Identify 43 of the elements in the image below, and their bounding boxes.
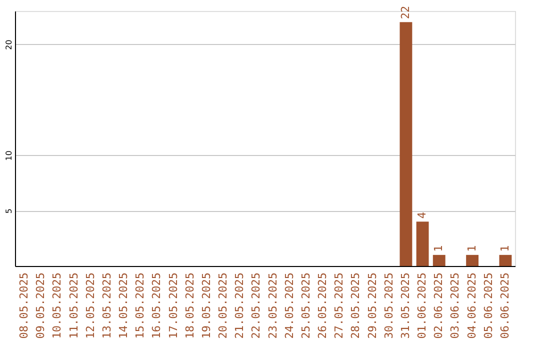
x-tick-label: 10.05.2025 bbox=[50, 272, 64, 339]
x-tick-label: 14.05.2025 bbox=[117, 272, 130, 339]
data-label: 1 bbox=[432, 245, 446, 252]
x-tick-label: 25.05.2025 bbox=[299, 272, 312, 339]
y-tick-label: 20 bbox=[4, 40, 14, 50]
y-tick-label: 5 bbox=[4, 208, 14, 214]
x-tick-label: 03.06.2025 bbox=[448, 272, 462, 339]
x-tick-label: 17.05.2025 bbox=[166, 272, 180, 339]
bar bbox=[416, 222, 429, 266]
bar bbox=[499, 254, 512, 266]
x-tick-label: 16.05.2025 bbox=[150, 272, 164, 339]
data-label: 22 bbox=[398, 6, 412, 20]
data-label: 4 bbox=[416, 212, 429, 219]
x-tick-label: 05.06.2025 bbox=[482, 272, 495, 339]
bar bbox=[432, 254, 446, 266]
x-tick-label: 06.06.2025 bbox=[498, 272, 512, 339]
bar bbox=[400, 22, 412, 266]
bar bbox=[466, 254, 479, 266]
x-tick-label: 18.05.2025 bbox=[183, 272, 196, 339]
x-tick-label: 28.05.2025 bbox=[349, 272, 362, 339]
x-tick-label: 04.06.2025 bbox=[465, 272, 478, 339]
x-tick-label: 11.05.2025 bbox=[67, 272, 80, 339]
data-label: 1 bbox=[498, 245, 512, 252]
x-tick-label: 01.06.2025 bbox=[416, 272, 429, 339]
x-tick-label: 08.05.2025 bbox=[18, 272, 31, 339]
data-label: 1 bbox=[465, 245, 478, 252]
x-tick-label: 19.05.2025 bbox=[200, 272, 213, 339]
x-tick-label: 20.05.2025 bbox=[216, 272, 230, 339]
x-tick-label: 31.05.2025 bbox=[398, 272, 412, 339]
x-tick-label: 13.05.2025 bbox=[100, 272, 114, 339]
x-tick-label: 12.05.2025 bbox=[84, 272, 97, 339]
x-tick-label: 24.05.2025 bbox=[282, 272, 296, 339]
x-tick-label: 23.05.2025 bbox=[266, 272, 280, 339]
x-tick-label: 26.05.2025 bbox=[316, 272, 330, 339]
x-tick-label: 09.05.2025 bbox=[34, 272, 48, 339]
x-tick-label: 15.05.2025 bbox=[134, 272, 147, 339]
x-tick-label: 30.05.2025 bbox=[382, 272, 396, 339]
x-tick-label: 21.05.2025 bbox=[233, 272, 246, 339]
x-tick-label: 02.06.2025 bbox=[432, 272, 446, 339]
x-tick-label: 29.05.2025 bbox=[366, 272, 379, 339]
x-tick-label: 27.05.2025 bbox=[332, 272, 346, 339]
y-tick-label: 10 bbox=[4, 150, 14, 161]
x-tick-label: 22.05.2025 bbox=[250, 272, 263, 339]
